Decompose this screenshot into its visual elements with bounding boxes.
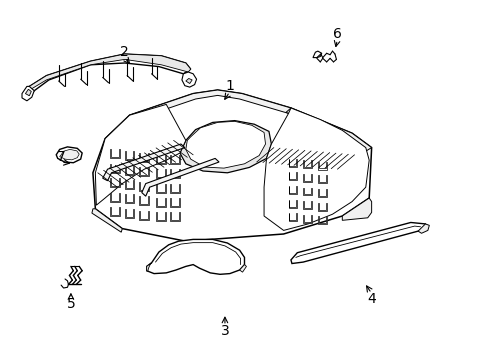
Polygon shape (22, 86, 34, 101)
Polygon shape (288, 200, 297, 208)
Polygon shape (129, 90, 290, 121)
Text: 2: 2 (120, 45, 129, 59)
Polygon shape (342, 198, 371, 220)
Polygon shape (110, 193, 120, 202)
Polygon shape (146, 263, 151, 271)
Polygon shape (92, 209, 122, 232)
Polygon shape (60, 149, 79, 160)
Polygon shape (124, 209, 134, 218)
Polygon shape (27, 89, 34, 95)
Polygon shape (264, 108, 368, 230)
Polygon shape (170, 184, 180, 193)
Text: 3: 3 (220, 324, 229, 338)
Polygon shape (124, 151, 134, 160)
Polygon shape (182, 72, 196, 87)
Polygon shape (156, 155, 166, 164)
Polygon shape (156, 169, 166, 178)
Polygon shape (156, 212, 166, 221)
Polygon shape (29, 54, 190, 89)
Polygon shape (124, 194, 134, 203)
Polygon shape (303, 160, 311, 168)
Polygon shape (185, 121, 265, 168)
Polygon shape (105, 115, 132, 142)
Polygon shape (239, 265, 246, 272)
Polygon shape (56, 147, 82, 163)
Polygon shape (110, 207, 120, 216)
Polygon shape (290, 222, 426, 264)
Polygon shape (417, 224, 428, 233)
Polygon shape (303, 188, 311, 195)
Text: 1: 1 (225, 80, 234, 93)
Polygon shape (110, 178, 120, 187)
Text: 7: 7 (57, 150, 65, 163)
Polygon shape (180, 121, 271, 173)
Text: 4: 4 (366, 292, 375, 306)
Polygon shape (303, 201, 311, 209)
Polygon shape (156, 184, 166, 193)
Polygon shape (139, 196, 149, 205)
Polygon shape (288, 186, 297, 194)
Polygon shape (303, 215, 311, 223)
Polygon shape (124, 180, 134, 189)
Polygon shape (139, 211, 149, 220)
Polygon shape (170, 155, 180, 164)
Polygon shape (288, 213, 297, 221)
Polygon shape (93, 90, 371, 241)
Polygon shape (170, 198, 180, 207)
Polygon shape (317, 162, 326, 170)
Polygon shape (185, 78, 192, 84)
Polygon shape (317, 216, 326, 224)
Polygon shape (303, 174, 311, 182)
Polygon shape (110, 164, 120, 173)
Polygon shape (139, 153, 149, 162)
Polygon shape (288, 159, 297, 167)
Polygon shape (124, 166, 134, 175)
Text: 5: 5 (66, 297, 75, 311)
Polygon shape (170, 169, 180, 178)
Polygon shape (156, 198, 166, 207)
Polygon shape (170, 212, 180, 221)
Polygon shape (317, 175, 326, 183)
Polygon shape (317, 189, 326, 197)
Polygon shape (288, 172, 297, 180)
Polygon shape (142, 158, 219, 196)
Polygon shape (139, 167, 149, 176)
Polygon shape (110, 149, 120, 158)
Polygon shape (27, 54, 190, 95)
Polygon shape (146, 239, 244, 274)
Polygon shape (25, 89, 31, 96)
Text: 6: 6 (332, 27, 341, 41)
Polygon shape (317, 203, 326, 211)
Polygon shape (312, 51, 321, 58)
Polygon shape (139, 182, 149, 191)
Polygon shape (102, 144, 184, 181)
Polygon shape (285, 108, 371, 151)
Polygon shape (95, 104, 185, 205)
